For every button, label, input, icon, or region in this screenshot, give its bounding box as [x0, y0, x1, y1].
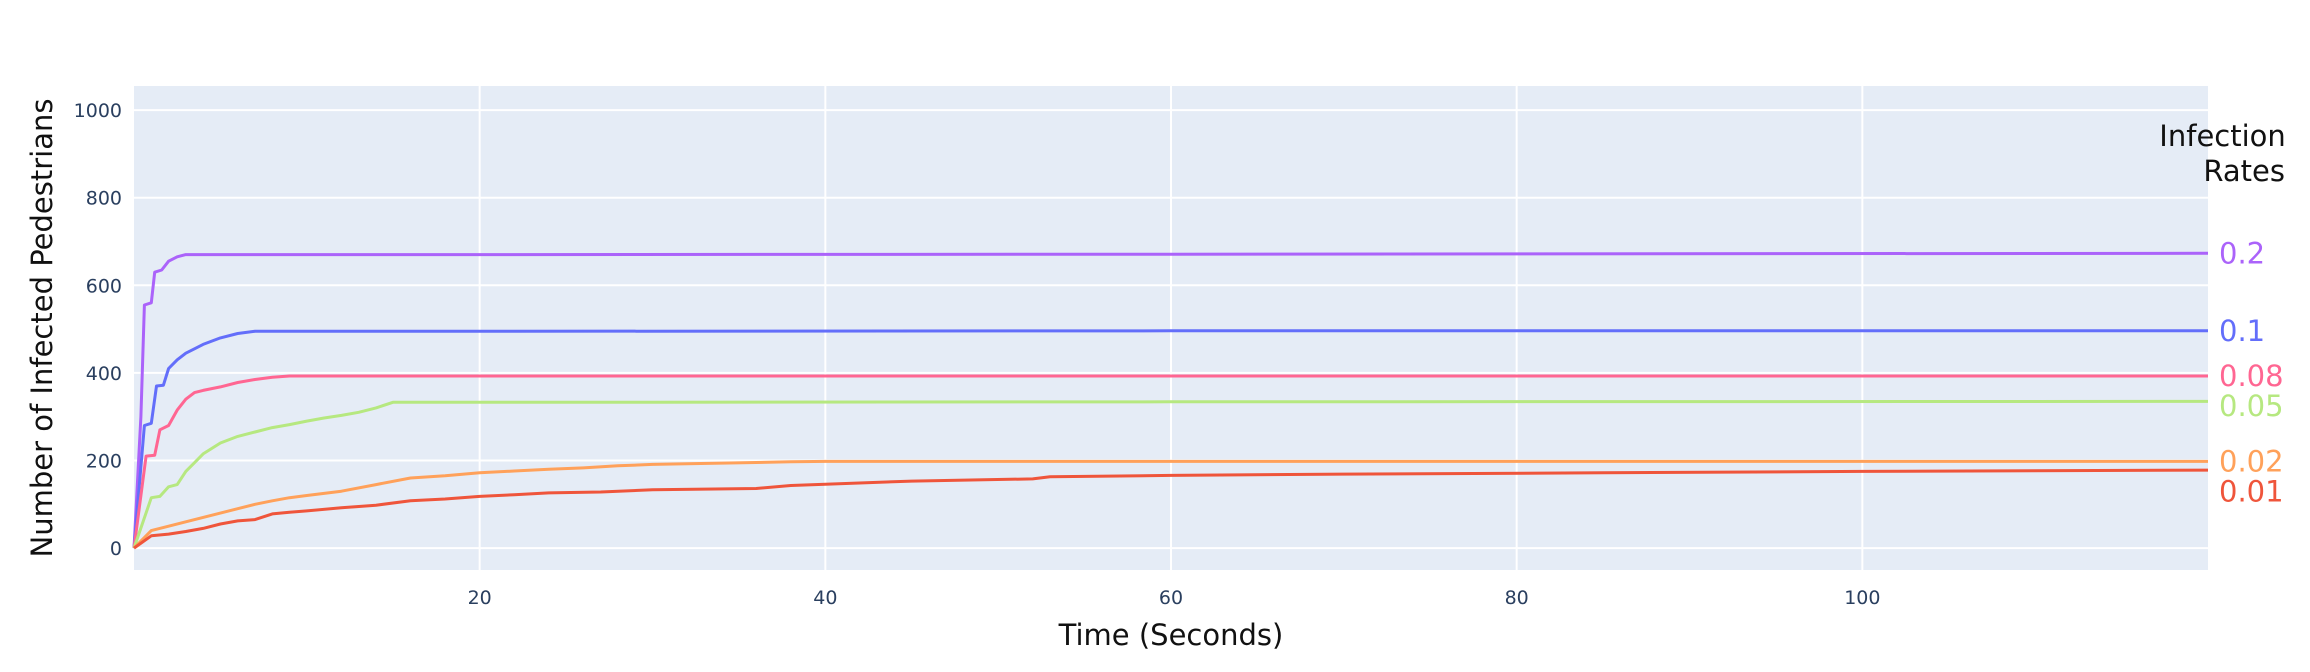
series-line-0-05 — [132, 399, 2209, 549]
series-end-label: 0.08 — [2219, 359, 2284, 393]
series-end-labels: 0.2 0.1 0.080.05 0.020.01 — [2219, 236, 2284, 508]
legend-title-line-1: Infection — [2159, 119, 2285, 153]
y-tick-label: 600 — [86, 275, 122, 297]
y-axis-title: Number of Infected Pedestrians — [25, 99, 59, 558]
legend-title: Infection Rates — [2159, 119, 2295, 188]
series-end-label: 0.02 — [2219, 444, 2284, 478]
x-tick-label: 80 — [1505, 587, 1529, 609]
x-tick-label: 20 — [468, 587, 492, 609]
x-axis-title: Time (Seconds) — [1058, 618, 1284, 652]
y-tick-label: 200 — [86, 450, 122, 472]
x-tick-label: 40 — [813, 587, 837, 609]
series-end-label: 0.01 — [2219, 474, 2284, 508]
series-line-0-08 — [132, 374, 2208, 549]
y-tick-label: 400 — [86, 363, 122, 385]
series-line-0-1 — [132, 329, 2208, 549]
series-end-label: 0.05 — [2219, 389, 2284, 423]
series-line-0-2 — [132, 251, 2209, 549]
y-tick-label: 1000 — [74, 100, 122, 122]
legend-title-line-2: Rates — [2203, 154, 2285, 188]
y-tick-label: 0 — [110, 538, 122, 560]
series-line-0-02 — [132, 459, 2208, 550]
x-tick-label: 60 — [1159, 587, 1183, 609]
x-tick-label: 100 — [1844, 587, 1880, 609]
series-lines — [132, 251, 2209, 550]
series-line-0-01 — [133, 468, 2209, 550]
series-end-label: 0.1 — [2219, 314, 2265, 348]
series-end-label: 0.2 — [2219, 236, 2265, 270]
y-tick-label: 800 — [86, 188, 122, 210]
